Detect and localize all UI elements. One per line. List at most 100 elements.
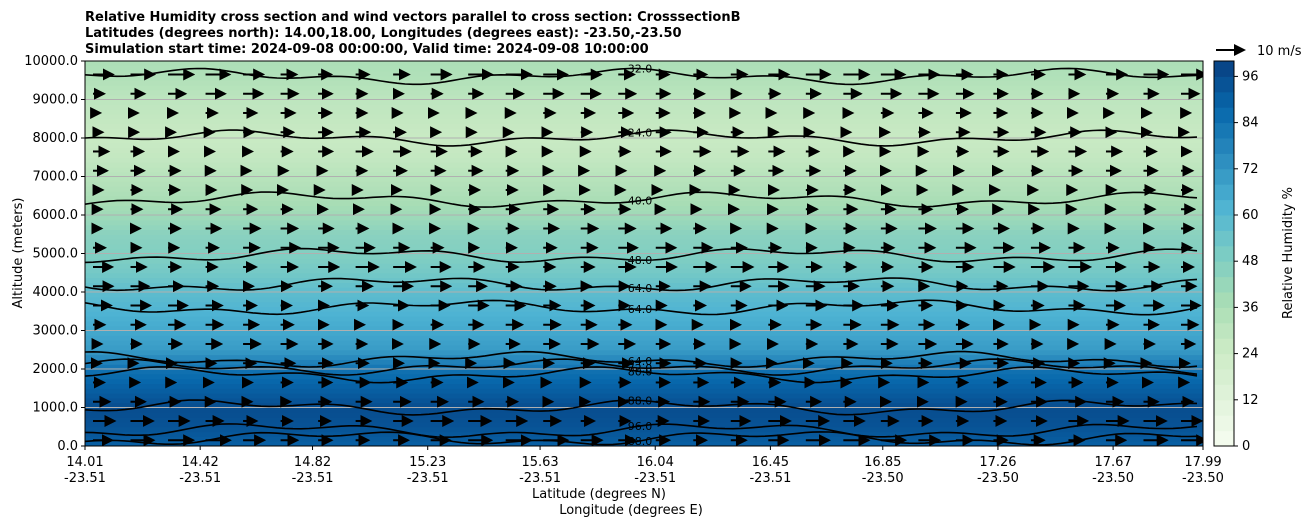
- humidity-band: [85, 248, 1203, 255]
- x-tick-label-lat: 16.85: [864, 455, 901, 470]
- humidity-band: [85, 118, 1203, 125]
- colorbar-segment: [1214, 107, 1234, 124]
- colorbar-tick-label: 72: [1242, 162, 1259, 177]
- contour-label: 64.0: [628, 355, 653, 368]
- colorbar-segment: [1214, 91, 1234, 108]
- humidity-band: [85, 239, 1203, 245]
- humidity-band: [85, 152, 1203, 158]
- colorbar-segment: [1214, 353, 1234, 370]
- humidity-band: [85, 296, 1203, 303]
- x-tick-label-lon: -23.51: [292, 471, 334, 486]
- humidity-band: [85, 157, 1203, 163]
- y-tick-label: 6000.0: [33, 208, 79, 223]
- x-tick-label-lon: -23.51: [634, 471, 676, 486]
- colorbar-segment: [1214, 184, 1234, 201]
- humidity-band: [85, 277, 1203, 283]
- quiver-key-label: 10 m/s: [1257, 44, 1302, 59]
- y-tick-label: 8000.0: [33, 131, 79, 146]
- x-tick-label-lat: 16.04: [637, 455, 674, 470]
- colorbar-segment: [1214, 199, 1234, 216]
- humidity-band: [85, 109, 1203, 115]
- colorbar-segment: [1214, 168, 1234, 185]
- humidity-band: [85, 436, 1203, 442]
- x-tick-label-lon: -23.51: [179, 471, 221, 486]
- humidity-band: [85, 210, 1203, 216]
- x-tick-label-lat: 17.26: [979, 455, 1016, 470]
- colorbar-segment: [1214, 369, 1234, 385]
- contour-line: [85, 358, 1198, 376]
- humidity-band: [85, 282, 1203, 288]
- humidity-band: [85, 431, 1203, 437]
- colorbar-segment: [1214, 307, 1234, 324]
- humidity-band: [85, 412, 1203, 418]
- humidity-band: [85, 388, 1203, 394]
- gridlines: [85, 61, 1203, 446]
- humidity-band: [85, 166, 1203, 173]
- x-tick-label-lat: 16.45: [752, 455, 789, 470]
- y-tick-label: 7000.0: [33, 170, 79, 185]
- colorbar-segment: [1214, 138, 1234, 154]
- humidity-band: [85, 378, 1203, 385]
- humidity-band: [85, 61, 1203, 67]
- humidity-band: [85, 263, 1203, 269]
- humidity-band: [85, 70, 1203, 77]
- colorbar-tick-label: 12: [1242, 393, 1259, 408]
- contour-label: 88.0: [628, 435, 653, 448]
- contour-line: [85, 431, 1198, 446]
- y-tick-label: 1000.0: [33, 401, 79, 416]
- contour-label: 48.0: [628, 254, 653, 267]
- humidity-band: [85, 316, 1203, 322]
- humidity-band: [85, 272, 1203, 279]
- contour-line: [85, 399, 1198, 416]
- humidity-band: [85, 234, 1203, 240]
- x-tick-label-lat: 15.23: [409, 455, 446, 470]
- colorbar-segment: [1214, 415, 1234, 432]
- humidity-band: [85, 426, 1203, 433]
- contour-line: [85, 247, 1198, 264]
- colorbar-tick-label: 84: [1242, 116, 1259, 131]
- x-tick-label-lat: 14.82: [294, 455, 331, 470]
- humidity-band: [85, 205, 1203, 211]
- humidity-band: [85, 133, 1203, 139]
- humidity-band: [85, 142, 1203, 149]
- humidity-band: [85, 224, 1203, 231]
- humidity-band: [85, 85, 1203, 91]
- humidity-band: [85, 349, 1203, 356]
- colorbar-tick-label: 24: [1242, 347, 1259, 362]
- y-tick-label: 3000.0: [33, 324, 79, 339]
- humidity-band: [85, 104, 1203, 110]
- y-axis-ticks: 0.0 1000.0 2000.0 3000.0 4000.0 5000.0 6000.0 7…: [24, 54, 85, 454]
- humidity-band: [85, 215, 1203, 221]
- colorbar-segment: [1214, 276, 1234, 293]
- humidity-band: [85, 267, 1203, 274]
- x-tick-label-lat: 15.63: [521, 455, 558, 470]
- humidity-band: [85, 190, 1203, 197]
- colorbar-segment: [1214, 399, 1234, 416]
- humidity-band: [85, 113, 1203, 120]
- y-tick-label: 9000.0: [33, 93, 79, 108]
- colorbar-segment: [1214, 215, 1234, 231]
- contour-label: 96.0: [628, 420, 653, 433]
- humidity-band: [85, 340, 1203, 346]
- contour-label: 64.0: [628, 282, 653, 295]
- x-tick-label-lon: -23.50: [977, 471, 1019, 486]
- x-tick-label-lat: 14.42: [182, 455, 219, 470]
- humidity-band: [85, 181, 1203, 187]
- humidity-band: [85, 94, 1203, 101]
- wind-vectors: [90, 68, 1203, 446]
- chart-title-line-1: Relative Humidity cross section and wind…: [85, 10, 741, 25]
- x-tick-label-lon: -23.51: [749, 471, 791, 486]
- colorbar-segment: [1214, 322, 1234, 339]
- colorbar-segment: [1214, 430, 1234, 447]
- contour-line: [85, 350, 1198, 369]
- colorbar-tick-label: 60: [1242, 208, 1259, 223]
- x-tick-label-lon: -23.51: [64, 471, 106, 486]
- x-tick-label-lon: -23.50: [1182, 471, 1224, 486]
- humidity-band: [85, 186, 1203, 192]
- contour-label: 40.0: [628, 195, 653, 208]
- humidity-band: [85, 229, 1203, 235]
- x-axis-label-latitude: Latitude (degrees N): [532, 487, 666, 502]
- x-tick-label-lon: -23.50: [1092, 471, 1134, 486]
- x-axis-ticks: 14.01-23.5114.42-23.5114.82-23.5115.23-2…: [64, 446, 1224, 486]
- humidity-band: [85, 330, 1203, 336]
